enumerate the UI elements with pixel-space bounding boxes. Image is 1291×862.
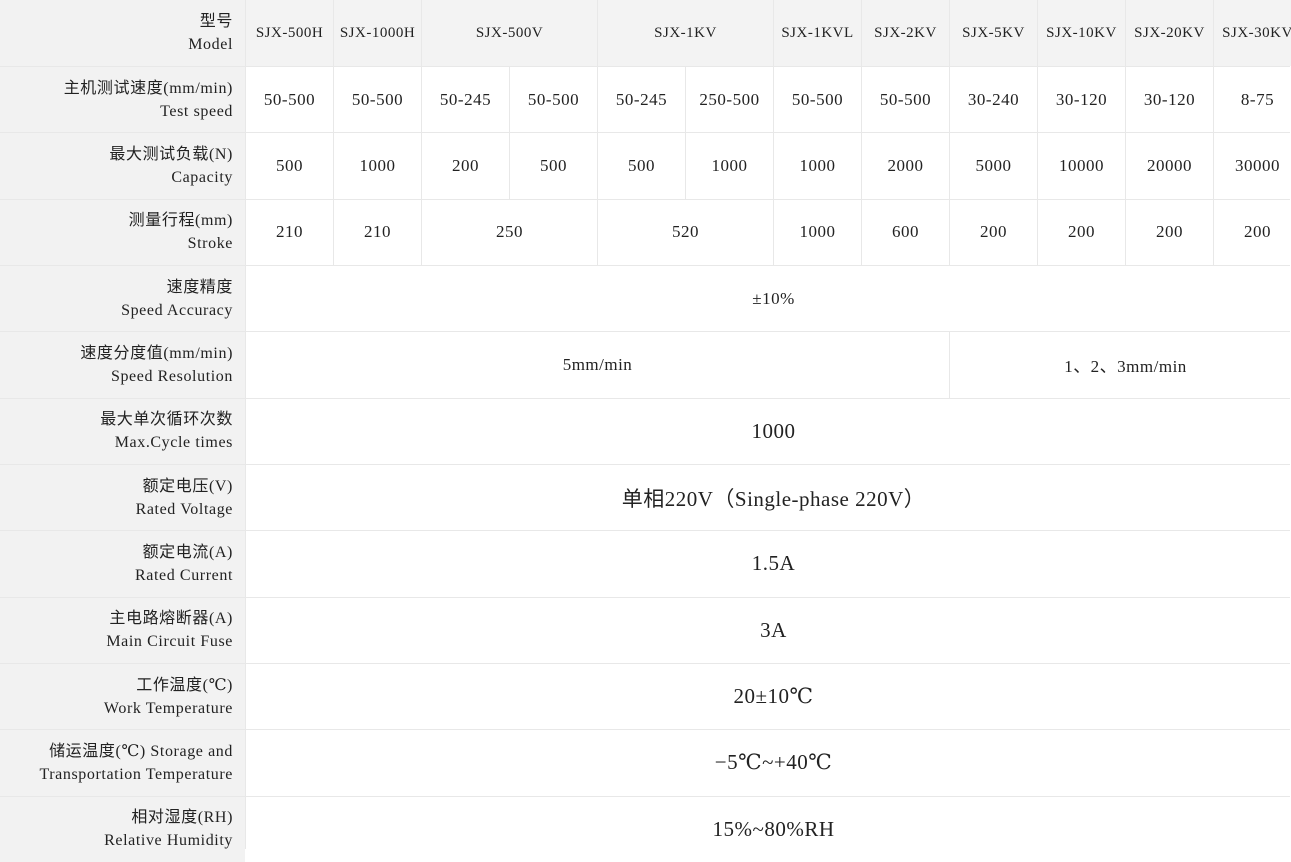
stroke-value: 200 [1038, 199, 1125, 265]
row-label-speed-accuracy: 速度精度 Speed Accuracy [0, 265, 245, 332]
test-speed-value: 30-120 [1038, 67, 1125, 133]
row-label-storage-temperature: 储运温度(℃) Storage and Transportation Temper… [0, 730, 245, 796]
capacity-value: 30000 [1214, 133, 1291, 199]
test-speed-value: 50-500 [246, 67, 333, 133]
capacity-value: 1000 [774, 133, 861, 199]
model-header-cell: SJX-1000H [334, 0, 421, 66]
label-en: Rated Voltage [135, 500, 233, 518]
stroke-value: 1000 [774, 199, 861, 265]
label-zh: 最大测试负载(N) [109, 145, 233, 163]
test-speed-value: 50-245 [598, 67, 685, 133]
stroke-value: 250 [422, 199, 597, 265]
capacity-value: 500 [246, 133, 333, 199]
label-zh: 最大单次循环次数 [100, 411, 233, 429]
capacity-value: 20000 [1126, 133, 1213, 199]
label-zh: 速度分度值(mm/min) [80, 344, 233, 362]
label-zh: 额定电流(A) [142, 543, 233, 561]
test-speed-value: 50-500 [862, 67, 949, 133]
work-temperature-value: 20±10℃ [246, 663, 1291, 730]
test-speed-value: 30-240 [950, 67, 1037, 133]
capacity-value: 10000 [1038, 133, 1125, 199]
model-header-cell: SJX-500V [422, 0, 597, 66]
main-circuit-fuse-value: 3A [246, 597, 1291, 663]
label-zh: 主机测试速度(mm/min) [63, 79, 233, 97]
rated-voltage-value: 单相220V（Single-phase 220V） [246, 464, 1291, 531]
capacity-value: 500 [598, 133, 685, 199]
stroke-value: 200 [1214, 199, 1291, 265]
capacity-value: 2000 [862, 133, 949, 199]
max-cycle-times-value: 1000 [246, 398, 1291, 464]
capacity-value: 1000 [334, 133, 421, 199]
capacity-value: 5000 [950, 133, 1037, 199]
label-zh: 型号 [199, 13, 233, 30]
row-label-stroke: 测量行程(mm) Stroke [0, 199, 245, 265]
model-header-cell: SJX-10KV [1038, 0, 1125, 66]
storage-temperature-value: −5℃~+40℃ [246, 730, 1291, 796]
stroke-value: 200 [1126, 199, 1213, 265]
stroke-value: 520 [598, 199, 773, 265]
label-zh: 工作温度(℃) [136, 676, 233, 694]
label-en: Model [188, 36, 233, 53]
speed-accuracy-value: ±10% [246, 265, 1291, 332]
stroke-value: 600 [862, 199, 949, 265]
test-speed-value: 250-500 [686, 67, 773, 133]
label-en: Max.Cycle times [114, 434, 233, 452]
label-en: Speed Resolution [110, 367, 233, 385]
test-speed-value: 30-120 [1126, 67, 1213, 133]
label-en: Test speed [160, 102, 233, 120]
relative-humidity-value: 15%~80%RH [246, 796, 1291, 862]
test-speed-value: 50-500 [334, 67, 421, 133]
label-en: Rated Current [135, 566, 233, 584]
label-en: Speed Accuracy [121, 301, 233, 319]
test-speed-value: 50-500 [774, 67, 861, 133]
stroke-value: 210 [246, 199, 333, 265]
capacity-value: 1000 [686, 133, 773, 199]
label-en: Capacity [171, 168, 233, 186]
label-zh: 速度精度 [166, 278, 233, 296]
row-label-model: 型号 Model [0, 0, 245, 66]
row-label-rated-voltage: 额定电压(V) Rated Voltage [0, 464, 245, 531]
label-en: Stroke [187, 235, 233, 253]
test-speed-value: 50-500 [510, 67, 597, 133]
stroke-value: 200 [950, 199, 1037, 265]
capacity-value: 500 [510, 133, 597, 199]
test-speed-value: 8-75 [1214, 67, 1291, 133]
row-label-rated-current: 额定电流(A) Rated Current [0, 531, 245, 597]
model-header-cell: SJX-500H [246, 0, 333, 66]
model-header-cell: SJX-20KV [1126, 0, 1213, 66]
stroke-value: 210 [334, 199, 421, 265]
label-en: Work Temperature [103, 699, 233, 717]
model-header-cell: SJX-30KV [1214, 0, 1291, 66]
label-en: Main Circuit Fuse [106, 633, 233, 651]
rated-current-value: 1.5A [246, 531, 1291, 597]
row-label-relative-humidity: 相对湿度(RH) Relative Humidity [0, 796, 245, 862]
label-en: Transportation Temperature [39, 765, 233, 783]
label-zh: 测量行程(mm) [128, 212, 233, 230]
speed-resolution-value: 5mm/min [246, 332, 949, 398]
row-label-capacity: 最大测试负载(N) Capacity [0, 133, 245, 199]
model-header-cell: SJX-2KV [862, 0, 949, 66]
label-zh: 储运温度(℃) Storage and [49, 742, 233, 760]
row-label-work-temperature: 工作温度(℃) Work Temperature [0, 663, 245, 730]
test-speed-value: 50-245 [422, 67, 509, 133]
label-zh: 主电路熔断器(A) [109, 610, 233, 628]
label-en: Relative Humidity [104, 832, 233, 850]
model-header-cell: SJX-1KVL [774, 0, 861, 66]
row-label-speed-resolution: 速度分度值(mm/min) Speed Resolution [0, 332, 245, 398]
row-label-main-circuit-fuse: 主电路熔断器(A) Main Circuit Fuse [0, 597, 245, 663]
row-label-max-cycle-times: 最大单次循环次数 Max.Cycle times [0, 398, 245, 464]
row-label-test-speed: 主机测试速度(mm/min) Test speed [0, 67, 245, 133]
label-zh: 相对湿度(RH) [131, 809, 233, 827]
capacity-value: 200 [422, 133, 509, 199]
model-header-cell: SJX-5KV [950, 0, 1037, 66]
label-zh: 额定电压(V) [142, 477, 233, 495]
speed-resolution-value: 1、2、3mm/min [950, 332, 1291, 398]
model-header-cell: SJX-1KV [598, 0, 773, 66]
